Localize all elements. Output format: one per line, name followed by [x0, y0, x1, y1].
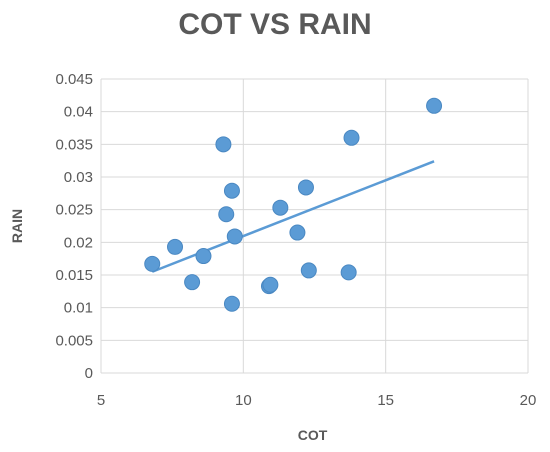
y-tick-label: 0.04: [64, 104, 93, 121]
data-point: [223, 182, 240, 199]
data-point: [195, 248, 212, 265]
y-axis-title: RAIN: [9, 209, 25, 243]
data-point: [343, 129, 360, 146]
x-axis-title: COT: [298, 427, 328, 443]
data-point: [218, 206, 235, 223]
y-tick-label: 0.045: [55, 71, 93, 88]
data-point: [262, 276, 279, 293]
y-tick-label: 0.015: [55, 267, 93, 284]
x-tick-label: 5: [97, 392, 105, 409]
data-point: [167, 238, 184, 255]
data-point: [272, 199, 289, 216]
data-point: [426, 97, 443, 114]
y-tick-label: 0: [85, 365, 93, 382]
y-tick-label: 0.035: [55, 136, 93, 153]
y-tick-label: 0.025: [55, 202, 93, 219]
y-tick-label: 0.02: [64, 234, 93, 251]
y-tick-label: 0.03: [64, 169, 93, 186]
data-point: [223, 295, 240, 312]
y-tick-label: 0.005: [55, 332, 93, 349]
data-point: [184, 274, 201, 291]
x-tick-label: 20: [520, 392, 537, 409]
data-point: [297, 179, 314, 196]
data-point: [144, 255, 161, 272]
x-tick-label: 15: [377, 392, 394, 409]
trendline: [151, 160, 435, 273]
x-tick-label: 10: [235, 392, 252, 409]
data-point: [289, 224, 306, 241]
data-point: [340, 264, 357, 281]
data-point: [215, 136, 232, 153]
chart-title: COT VS RAIN: [178, 8, 372, 41]
y-tick-label: 0.01: [64, 300, 93, 317]
data-point: [300, 262, 317, 279]
data-point: [226, 228, 243, 245]
